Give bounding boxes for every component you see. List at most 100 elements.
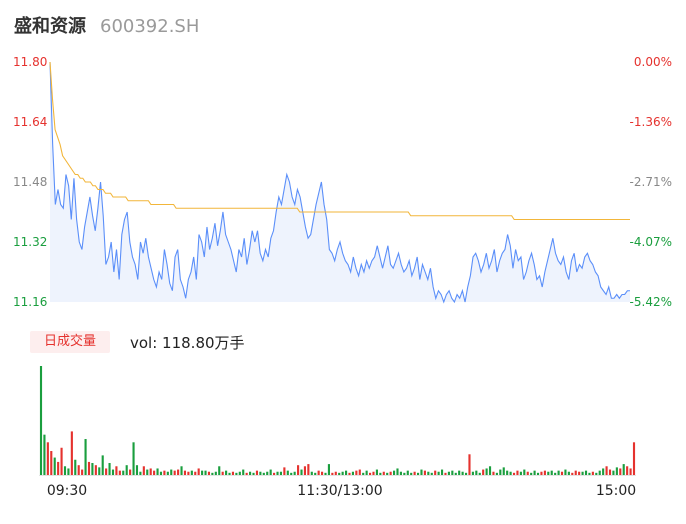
volume-bar <box>396 468 399 475</box>
volume-bar <box>389 471 392 475</box>
volume-bar <box>221 471 224 475</box>
volume-bar <box>567 471 570 475</box>
volume-bar <box>74 459 77 475</box>
volume-bar <box>475 470 478 475</box>
price-line <box>49 61 630 304</box>
volume-bar <box>153 470 156 475</box>
volume-bar <box>283 467 286 475</box>
volume-value: 118.80 <box>162 334 215 352</box>
volume-bar <box>547 471 550 475</box>
volume-bar <box>543 470 546 475</box>
volume-bar <box>602 468 605 475</box>
volume-bar <box>430 472 433 475</box>
volume-bar <box>297 465 300 475</box>
volume-bar <box>341 471 344 475</box>
y-tick-left: 11.80 <box>13 55 47 69</box>
volume-bar <box>458 470 461 475</box>
volume-bar <box>67 468 70 475</box>
volume-bar <box>94 465 97 475</box>
volume-bar <box>581 471 584 475</box>
volume-bar <box>166 471 169 475</box>
volume-bar <box>533 470 536 475</box>
volume-bar <box>351 471 354 475</box>
volume-tab[interactable]: 日成交量 <box>30 331 110 353</box>
volume-bar <box>327 464 330 475</box>
volume-bar <box>358 469 361 475</box>
volume-bar <box>506 470 509 475</box>
volume-bar <box>218 466 221 475</box>
volume-bar <box>413 471 416 475</box>
volume-bar <box>416 472 420 475</box>
volume-bar <box>142 466 145 475</box>
volume-bar <box>382 471 385 475</box>
volume-bar <box>574 470 577 475</box>
volume-bar <box>492 471 495 475</box>
volume-bar <box>338 472 341 475</box>
volume-bar <box>255 470 259 475</box>
volume-bar <box>39 366 43 475</box>
volume-bar <box>372 471 375 475</box>
stock-header: 盛和资源 600392.SH <box>14 12 199 40</box>
volume-bar <box>393 470 396 475</box>
volume-bar <box>231 471 235 475</box>
volume-bar <box>399 471 402 475</box>
volume-bar <box>557 470 560 475</box>
volume-bar <box>612 470 615 475</box>
volume-bar <box>464 472 468 475</box>
volume-bar <box>129 469 132 475</box>
volume-bar <box>468 454 471 475</box>
volume-bar <box>125 465 128 475</box>
volume-bar <box>259 471 262 475</box>
x-tick: 09:30 <box>47 483 87 499</box>
volume-bar <box>286 470 289 475</box>
y-tick-right: -5.42% <box>630 295 672 309</box>
volume-bar <box>523 469 526 475</box>
volume-bar <box>485 468 488 475</box>
volume-bar <box>595 472 598 475</box>
volume-bar <box>276 471 279 475</box>
stock-code: 600392.SH <box>100 16 200 37</box>
y-tick-right: -4.07% <box>630 235 672 249</box>
volume-bar <box>105 468 108 475</box>
volume-bar <box>622 464 625 475</box>
volume-bar <box>321 471 324 475</box>
volume-bar <box>194 471 197 475</box>
volume-bar <box>369 472 372 475</box>
volume-bar <box>63 466 67 475</box>
volume-bar <box>187 471 190 475</box>
volume-bar <box>50 451 53 475</box>
volume-bar <box>437 471 440 475</box>
volume-bar <box>228 472 231 475</box>
volume-bar <box>201 470 204 475</box>
x-tick: 11:30/13:00 <box>297 483 382 499</box>
volume-bar <box>132 442 135 475</box>
volume-bar <box>245 472 248 475</box>
volume-bar <box>204 470 207 475</box>
volume-bar <box>269 469 272 475</box>
volume-bar <box>578 471 581 475</box>
volume-bar <box>225 470 228 475</box>
volume-bar <box>183 470 187 475</box>
volume-bar <box>300 469 303 475</box>
volume-bar <box>108 463 111 475</box>
volume-unit: 万手 <box>214 334 245 352</box>
volume-bar <box>314 472 317 475</box>
volume-bar <box>444 472 447 475</box>
price-area <box>50 62 630 302</box>
volume-bar <box>252 472 255 475</box>
volume-bar <box>249 471 252 475</box>
volume-bar <box>495 472 498 475</box>
volume-bar <box>101 455 104 475</box>
volume-bar <box>84 439 87 475</box>
volume-bar <box>46 442 49 475</box>
volume-bar <box>334 471 337 475</box>
volume-bar <box>560 471 564 475</box>
volume-bar <box>57 461 60 475</box>
volume-bar <box>608 469 612 475</box>
volume-bar <box>605 466 608 475</box>
volume-prefix: vol: <box>130 334 163 352</box>
volume-bar <box>482 469 485 475</box>
volume-bar <box>159 471 163 475</box>
volume-bar <box>279 471 283 475</box>
